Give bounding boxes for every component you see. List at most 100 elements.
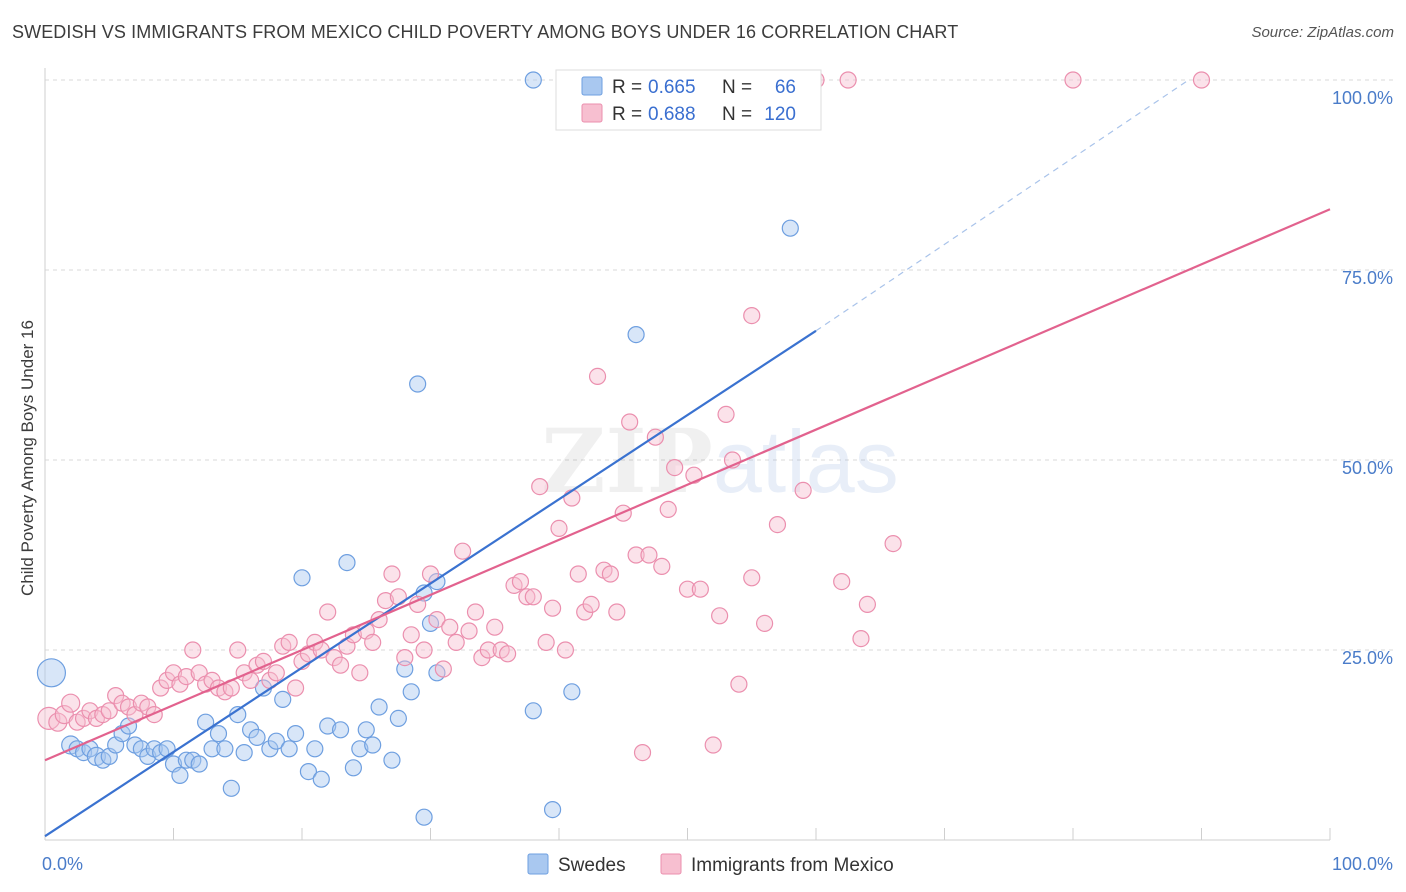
point-swedes-25 [216, 740, 234, 758]
legend-r-label-1: R = [612, 104, 642, 125]
point-mexico-82 [569, 565, 587, 583]
point-mexico-74 [518, 588, 536, 606]
point-swedes-39 [306, 740, 324, 758]
point-mexico-43 [319, 603, 337, 621]
point-mexico-81 [563, 489, 581, 507]
point-swedes-46 [357, 721, 375, 739]
point-swedes-60 [543, 800, 562, 819]
point-mexico-106 [743, 569, 761, 587]
point-swedes-28 [235, 743, 253, 762]
series-legend-label-swedes: Swedes [558, 855, 626, 876]
point-mexico-55 [396, 648, 414, 667]
x-tick-label-max: 100.0% [1332, 854, 1393, 874]
point-swedes-65 [781, 219, 799, 237]
point-swedes-44 [344, 759, 362, 777]
watermark-text: ZIPatlas [541, 409, 898, 513]
point-swedes-36 [286, 724, 305, 743]
point-mexico-115 [858, 595, 877, 614]
trend-line-mexico [44, 208, 1331, 762]
point-swedes-24 [209, 724, 228, 743]
point-swedes-59 [524, 702, 542, 720]
legend-n-label-0: N = [722, 77, 752, 98]
point-swedes-35 [280, 740, 298, 758]
point-mexico-71 [499, 645, 517, 663]
watermark-zip: ZIP [541, 409, 713, 513]
point-swedes-33 [267, 732, 285, 750]
point-mexico-109 [768, 515, 787, 534]
watermark: ZIPatlas [541, 409, 898, 513]
point-mexico-80 [556, 641, 575, 659]
point-swedes-50 [389, 709, 407, 728]
point-mexico-84 [582, 595, 600, 614]
point-mexico-38 [286, 679, 305, 697]
point-swedes-26 [222, 779, 240, 797]
point-mexico-75 [524, 588, 542, 606]
point-swedes-48 [370, 698, 388, 716]
point-mexico-88 [608, 603, 626, 621]
point-mexico-29 [229, 641, 247, 659]
point-mexico-61 [434, 660, 452, 678]
point-mexico-98 [678, 580, 697, 598]
legend-r-label-0: R = [612, 77, 642, 98]
trend-line-swedes [44, 329, 817, 838]
point-mexico-92 [633, 743, 652, 762]
legend-r-value-1: 0.688 [648, 104, 696, 125]
point-swedes-37 [293, 569, 311, 587]
series-legend: Swedes Immigrants from Mexico [527, 853, 894, 876]
point-mexico-108 [755, 614, 774, 633]
point-swedes-42 [331, 721, 350, 739]
point-mexico-97 [666, 459, 684, 477]
y-tick-label-2: 75.0% [1342, 268, 1393, 288]
trend-lines [44, 79, 1331, 838]
point-mexico-21 [177, 667, 195, 686]
point-mexico-78 [543, 599, 562, 617]
y-tick-label-3: 100.0% [1332, 88, 1393, 108]
legend-n-label-1: N = [722, 104, 752, 125]
point-mexico-96 [659, 500, 677, 518]
point-mexico-117 [1064, 71, 1082, 89]
legend-swatch-1 [581, 103, 603, 123]
point-swedes-16 [158, 740, 176, 758]
point-swedes-45 [351, 740, 369, 758]
y-tick-label-0: 25.0% [1342, 648, 1393, 668]
y-tick-label-1: 50.0% [1342, 458, 1393, 478]
series-legend-swatch-mexico [660, 853, 682, 875]
point-mexico-77 [537, 633, 555, 652]
point-mexico-73 [511, 572, 530, 591]
point-mexico-9 [100, 702, 118, 720]
point-mexico-102 [711, 607, 729, 625]
point-swedes-34 [274, 690, 292, 709]
point-swedes-53 [409, 375, 427, 393]
point-swedes-21 [190, 755, 208, 773]
point-mexico-64 [454, 542, 472, 560]
axes: 25.0% 50.0% 75.0% 100.0% 0.0% 100.0% Child Pov… [18, 68, 1393, 874]
point-mexico-54 [389, 588, 407, 606]
point-mexico-60 [428, 610, 446, 629]
point-mexico-103 [717, 405, 735, 423]
point-mexico-113 [839, 71, 857, 89]
legend-swatch-0 [581, 76, 603, 96]
point-mexico-45 [331, 656, 350, 674]
point-swedes-0 [36, 658, 67, 688]
point-mexico-79 [550, 519, 568, 538]
point-mexico-68 [479, 641, 497, 659]
point-mexico-69 [486, 618, 504, 636]
point-mexico-107 [743, 307, 761, 325]
point-mexico-56 [402, 626, 420, 644]
point-mexico-1 [48, 712, 68, 732]
y-axis-title: Child Poverty Among Boys Under 16 [18, 320, 37, 596]
point-mexico-118 [1192, 71, 1211, 89]
point-mexico-53 [383, 565, 401, 583]
point-mexico-63 [447, 633, 465, 652]
point-swedes-38 [299, 762, 318, 781]
point-swedes-18 [171, 766, 189, 785]
point-mexico-62 [441, 618, 459, 636]
series-legend-label-mexico: Immigrants from Mexico [691, 855, 894, 876]
chart-title: SWEDISH VS IMMIGRANTS FROM MEXICO CHILD … [12, 22, 959, 42]
data-points [36, 71, 1211, 826]
point-swedes-23 [203, 740, 221, 758]
point-mexico-93 [640, 546, 658, 564]
point-swedes-49 [383, 751, 401, 769]
point-swedes-54 [415, 808, 433, 826]
